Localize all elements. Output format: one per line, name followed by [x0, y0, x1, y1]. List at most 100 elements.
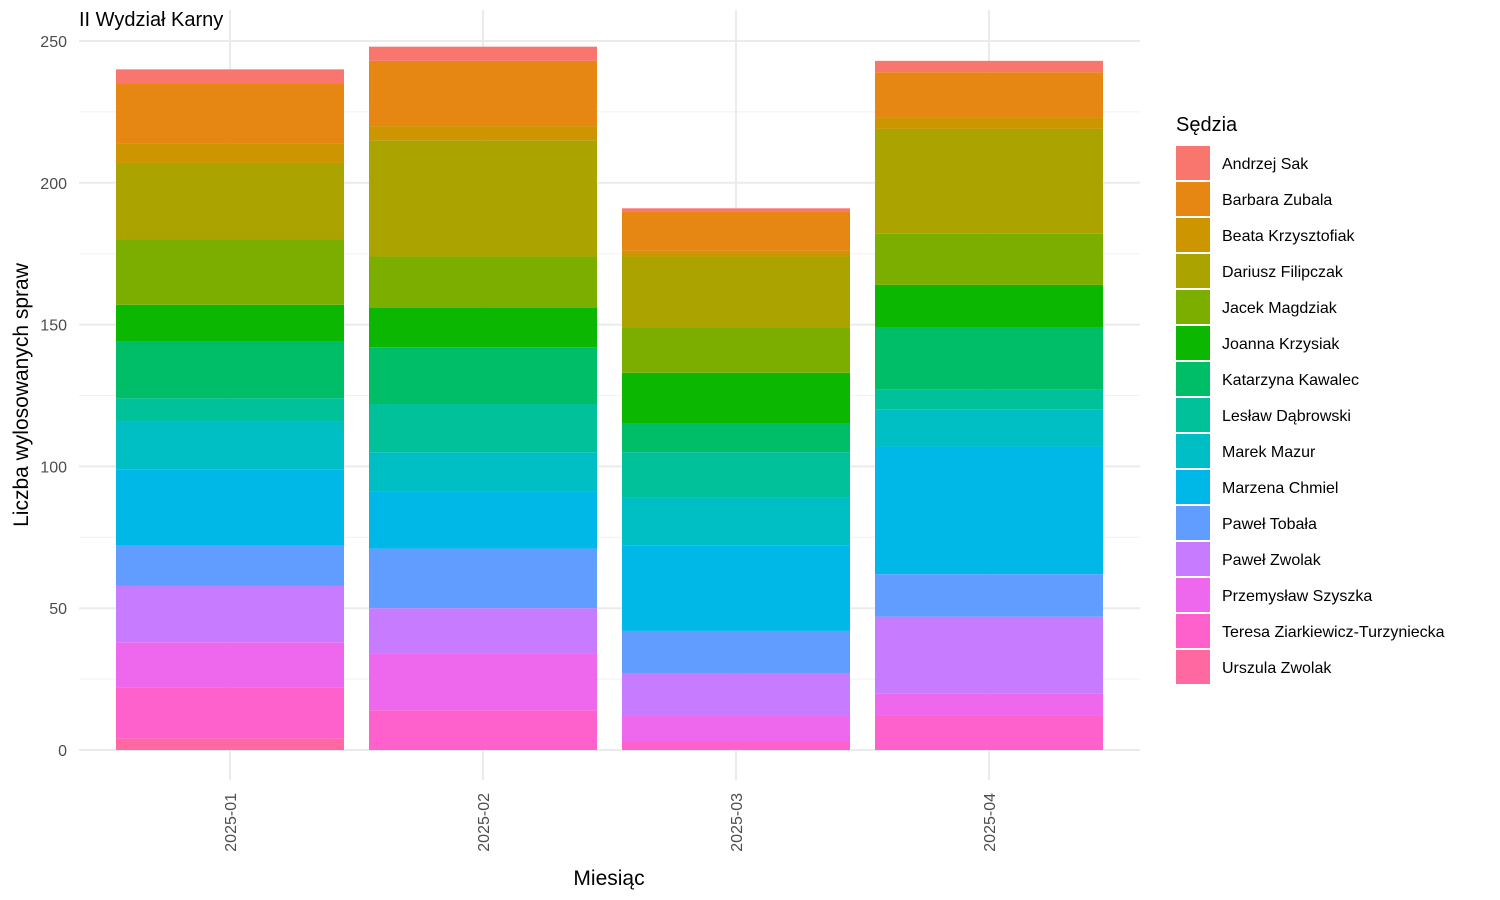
y-tick-label: 250 [40, 34, 67, 51]
bar-segment [622, 423, 850, 453]
legend-label: Barbara Zubala [1222, 192, 1332, 209]
bar-segment [116, 162, 344, 240]
bar-segment [875, 389, 1103, 410]
bar-segment [369, 140, 597, 257]
legend-swatch [1176, 182, 1210, 216]
bar-segment [116, 421, 344, 470]
bar-segment [116, 398, 344, 422]
legend-swatch [1176, 398, 1210, 432]
bar-segment [622, 208, 850, 212]
bar-segment [875, 233, 1103, 285]
legend-title: Sędzia [1176, 114, 1238, 136]
bar-segment [875, 574, 1103, 617]
bar-segment [622, 630, 850, 674]
legend-label: Lesław Dąbrowski [1222, 408, 1351, 425]
legend-swatch [1176, 254, 1210, 288]
bar-segment [875, 409, 1103, 447]
legend-label: Marzena Chmiel [1222, 480, 1338, 497]
bar-segment [116, 545, 344, 586]
legend-swatch [1176, 650, 1210, 684]
legend-swatch [1176, 362, 1210, 396]
x-tick-label: 2025-02 [476, 793, 493, 852]
bar-segment [369, 548, 597, 609]
bar-segment [622, 545, 850, 631]
chart-title: II Wydział Karny [79, 9, 223, 31]
legend-label: Paweł Tobała [1222, 516, 1317, 533]
bar-segment [369, 710, 597, 750]
legend-swatch [1176, 506, 1210, 540]
bar-segment [622, 715, 850, 742]
legend-items: Andrzej Sak Barbara Zubala Beata Krzysztof… [1176, 146, 1445, 684]
bar-segment [875, 72, 1103, 118]
legend-swatch [1176, 470, 1210, 504]
legend-swatch [1176, 542, 1210, 576]
legend-label: Marek Mazur [1222, 444, 1316, 461]
bar-segment [116, 69, 344, 84]
y-tick-label: 0 [58, 743, 67, 760]
legend-swatch [1176, 290, 1210, 324]
bar-segment [875, 117, 1103, 129]
x-tick-label: 2025-01 [223, 793, 240, 852]
legend-swatch [1176, 146, 1210, 180]
legend-swatch [1176, 578, 1210, 612]
y-tick-label: 50 [49, 601, 67, 618]
bar-segment [116, 585, 344, 643]
bar-segment [116, 83, 344, 144]
bar-segment [875, 715, 1103, 750]
legend-swatch [1176, 434, 1210, 468]
x-tick-label: 2025-03 [729, 793, 746, 852]
legend-swatch [1176, 326, 1210, 360]
bar-segment [116, 341, 344, 399]
y-tick-label: 150 [40, 318, 67, 335]
legend-label: Przemysław Szyszka [1222, 588, 1372, 605]
legend-swatch [1176, 614, 1210, 648]
legend-label: Dariusz Filipczak [1222, 264, 1344, 281]
bar-segment [622, 256, 850, 328]
x-axis-title: Miesiąc [573, 867, 644, 890]
legend-label: Joanna Krzysiak [1222, 336, 1340, 353]
bar-segment [116, 239, 344, 305]
legend-label: Jacek Magdziak [1222, 300, 1338, 317]
legend-label: Teresa Ziarkiewicz-Turzyniecka [1222, 624, 1445, 641]
bar-segment [622, 211, 850, 251]
bar-segment [369, 347, 597, 405]
bar-segment [116, 687, 344, 739]
bar-segment [116, 143, 344, 163]
bar-segment [369, 256, 597, 308]
bar-segment [875, 616, 1103, 694]
bar-segment [875, 446, 1103, 575]
bar-segment [622, 673, 850, 716]
y-tick-label: 100 [40, 459, 67, 476]
legend-label: Andrzej Sak [1222, 156, 1309, 173]
x-tick-label: 2025-04 [982, 793, 999, 852]
bar-segment [369, 126, 597, 141]
bar-segment [622, 497, 850, 546]
bar-segment [875, 128, 1103, 234]
y-tick-label: 200 [40, 176, 67, 193]
bar-segment [622, 372, 850, 424]
legend-label: Beata Krzysztofiak [1222, 228, 1356, 245]
bar-segment [622, 741, 850, 750]
bar-segment [875, 327, 1103, 390]
bar-segment [622, 250, 850, 257]
bar-segment [369, 46, 597, 61]
bar-segment [622, 327, 850, 373]
bar-segment [116, 642, 344, 688]
bar-segment [369, 60, 597, 127]
bars [116, 46, 1103, 750]
x-axis-ticks: 2025-01 2025-02 2025-03 2025-04 [223, 793, 999, 852]
bar-segment [369, 653, 597, 711]
legend-label: Paweł Zwolak [1222, 552, 1322, 569]
legend-label: Katarzyna Kawalec [1222, 372, 1359, 389]
bar-segment [369, 491, 597, 549]
bar-segment [116, 469, 344, 546]
bar-segment [369, 404, 597, 453]
bar-segment [116, 738, 344, 750]
bar-segment [875, 693, 1103, 716]
bar-segment [875, 284, 1103, 328]
bar-segment [875, 60, 1103, 73]
legend-swatch [1176, 218, 1210, 252]
legend: Sędzia Andrzej Sak Barbara Zubala Beata Kr… [1176, 114, 1445, 684]
bar-segment [369, 307, 597, 348]
